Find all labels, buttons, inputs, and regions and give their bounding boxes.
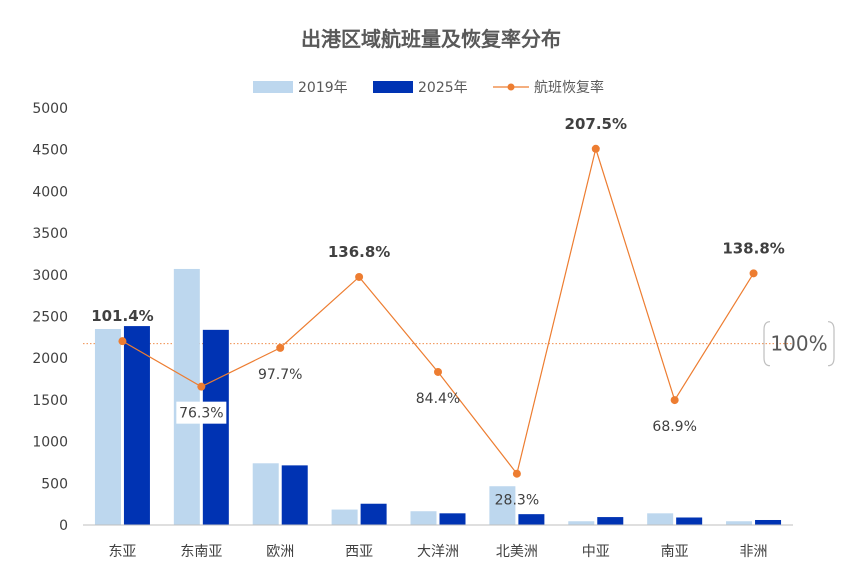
y-axis: 0 500 1000 1500 2000 2500 3000 3500 4000 4500 5000: [32, 101, 68, 534]
legend-swatch-2019: [253, 81, 293, 93]
bar-2025: [281, 465, 308, 525]
y-tick-label: 0: [59, 518, 68, 534]
x-category-label: 非洲: [740, 544, 768, 560]
bar-2019: [331, 509, 358, 525]
recovery-label: 76.3%: [179, 406, 223, 422]
bar-2025: [202, 329, 229, 525]
bar-2019: [173, 268, 200, 525]
x-category-label: 西亚: [345, 544, 373, 560]
recovery-label: 68.9%: [652, 419, 696, 435]
recovery-marker: [118, 337, 127, 346]
y-tick-label: 1500: [32, 393, 68, 409]
recovery-marker: [670, 396, 679, 405]
bar-2019: [94, 329, 121, 525]
x-category-label: 东亚: [108, 544, 136, 560]
recovery-label: 138.8%: [722, 239, 784, 257]
bar-2025: [360, 503, 387, 525]
y-tick-label: 1000: [32, 435, 68, 451]
bar-2019: [489, 486, 516, 525]
y-tick-label: 3500: [32, 226, 68, 242]
x-category-label: 中亚: [582, 544, 610, 560]
chart-title: 出港区域航班量及恢复率分布: [301, 27, 561, 51]
legend: 2019年 2025年 航班恢复率: [253, 79, 604, 96]
recovery-marker: [355, 272, 364, 281]
x-category-label: 北美洲: [496, 544, 538, 560]
bar-2019: [410, 511, 437, 525]
legend-label-2025: 2025年: [418, 80, 468, 96]
bar-2025: [676, 517, 703, 525]
y-tick-label: 2500: [32, 310, 68, 326]
recovery-label: 28.3%: [495, 493, 539, 509]
recovery-label: 207.5%: [565, 115, 627, 133]
x-category-label: 东南亚: [180, 544, 222, 560]
y-tick-label: 4000: [32, 184, 68, 200]
legend-swatch-2025: [373, 81, 413, 93]
bar-2025: [597, 517, 624, 525]
bar-2025: [518, 514, 545, 525]
recovery-marker: [276, 343, 285, 352]
recovery-marker: [434, 367, 442, 376]
bars: [94, 268, 782, 525]
bar-2019: [252, 463, 279, 525]
reference-line-group: 100%: [83, 321, 835, 367]
y-tick-label: 3000: [32, 268, 68, 284]
legend-label-2019: 2019年: [298, 80, 348, 96]
y-tick-label: 500: [41, 476, 68, 492]
recovery-marker: [512, 469, 521, 478]
recovery-label-bg: [176, 401, 227, 424]
recovery-label: 136.8%: [328, 243, 390, 261]
y-tick-label: 5000: [32, 101, 68, 117]
x-axis: 东亚 东南亚 欧洲 西亚 大洋洲 北美洲 中亚 南亚 非洲: [108, 544, 767, 560]
legend-label-recovery: 航班恢复率: [534, 79, 604, 96]
y-tick-label: 4500: [32, 143, 68, 159]
bar-2025: [755, 519, 782, 525]
recovery-marker: [591, 144, 600, 153]
reference-bracket-right: [827, 321, 835, 367]
recovery-label: 84.4%: [416, 391, 460, 407]
legend-swatch-recovery-marker: [507, 83, 515, 91]
bar-2025: [123, 326, 150, 525]
recovery-label: 97.7%: [258, 367, 302, 383]
reference-bracket-left: [763, 321, 771, 367]
bar-2025: [439, 513, 466, 525]
bar-2019: [568, 521, 595, 525]
x-category-label: 欧洲: [266, 544, 294, 560]
reference-line-label: 100%: [770, 332, 827, 356]
y-tick-label: 2000: [32, 351, 68, 367]
bar-2019: [726, 521, 753, 525]
recovery-marker: [197, 382, 206, 391]
x-category-label: 南亚: [661, 544, 689, 560]
recovery-marker: [749, 269, 758, 278]
recovery-line-group: 101.4% 76.3% 97.7% 136.8% 84.4% 28.3% 207.5% 68…: [91, 115, 785, 509]
x-category-label: 大洋洲: [417, 544, 459, 560]
bar-2019: [647, 513, 674, 525]
recovery-label: 101.4%: [91, 307, 153, 325]
